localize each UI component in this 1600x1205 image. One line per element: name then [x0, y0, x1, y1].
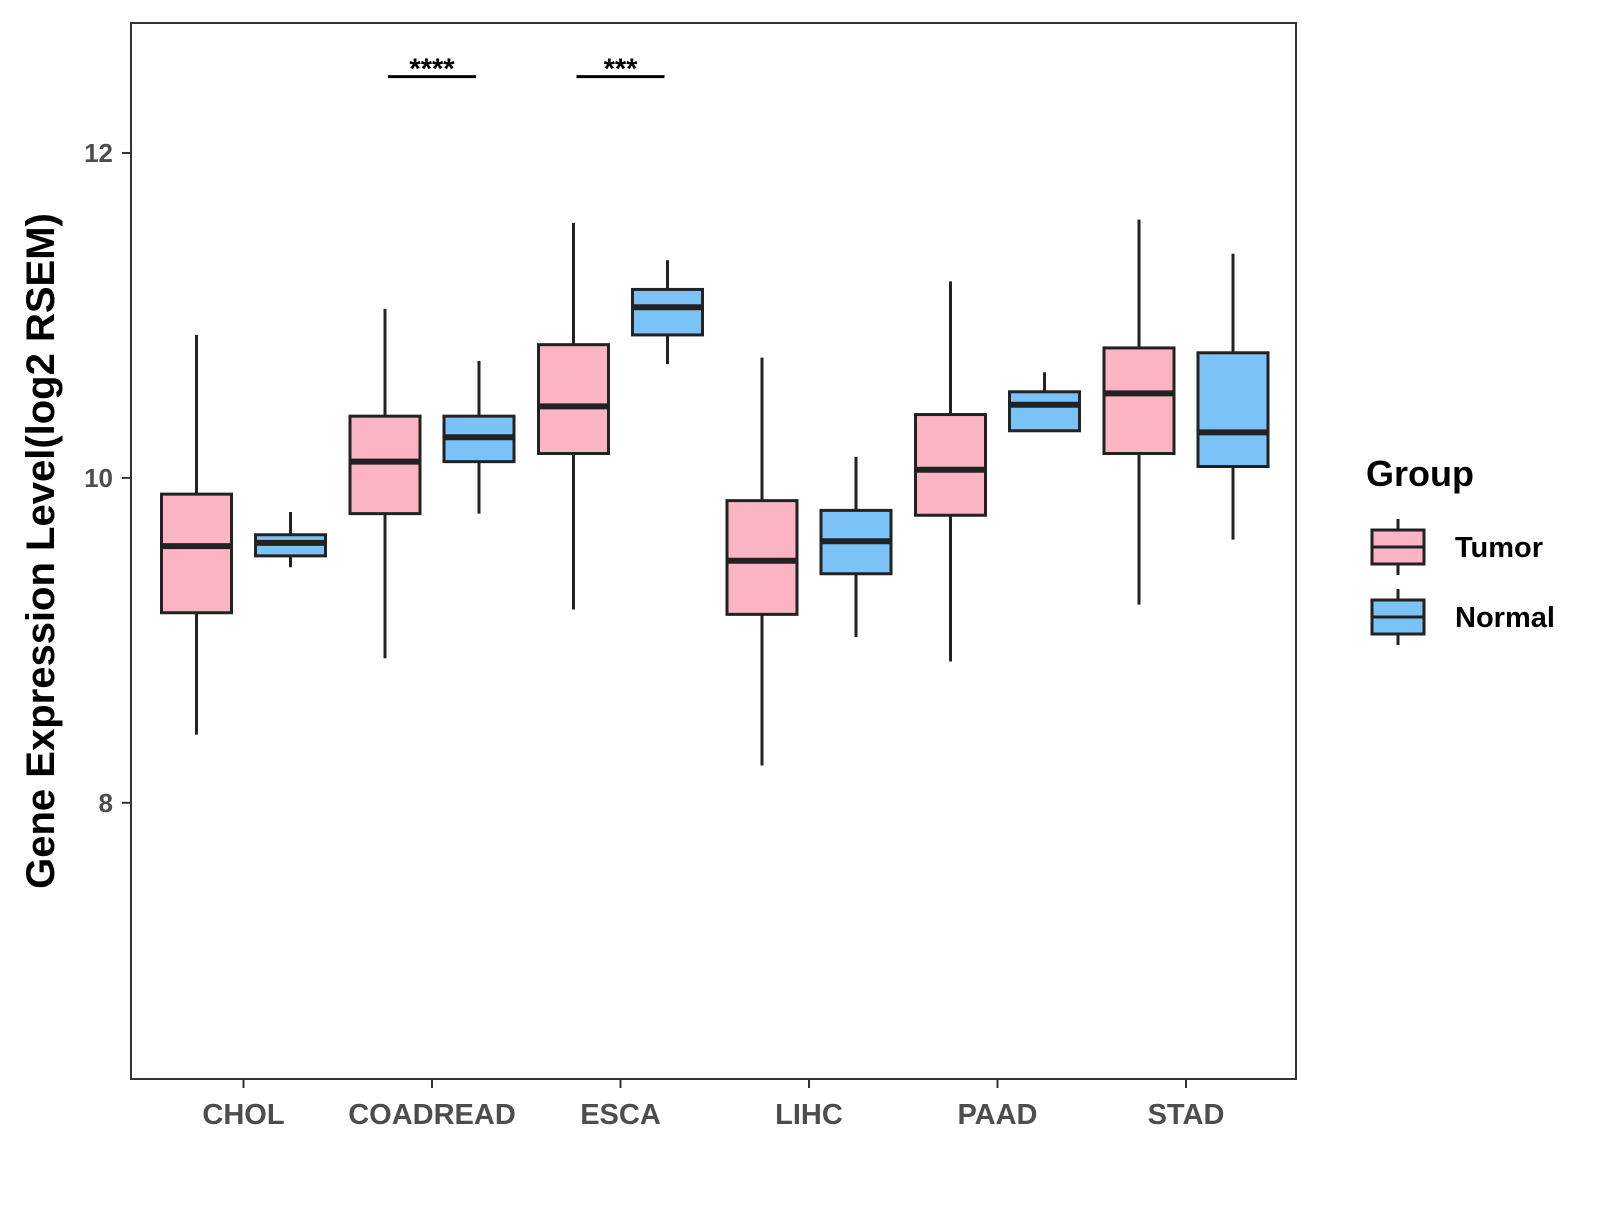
- iqr-box: [348, 414, 422, 516]
- legend-label-tumor: Tumor: [1455, 532, 1543, 564]
- y-tick-label: 12: [84, 138, 113, 168]
- significance-label-esca: ***: [604, 54, 639, 86]
- iqr-box: [1196, 351, 1270, 469]
- x-tick-label-esca: ESCA: [580, 1099, 661, 1131]
- iqr-box: [537, 343, 610, 456]
- box-normal-stad: [1196, 253, 1270, 540]
- x-tick-label-chol: CHOL: [202, 1099, 284, 1131]
- box-normal-chol: [254, 512, 327, 568]
- box-tumor-paad: [914, 281, 987, 662]
- x-tick-label-lihc: LIHC: [775, 1099, 843, 1131]
- x-tick-label-coadread: COADREAD: [348, 1099, 516, 1131]
- y-axis: 8 10 12: [84, 138, 131, 818]
- box-tumor-lihc: [725, 357, 799, 766]
- legend-label-normal: Normal: [1455, 602, 1555, 634]
- significance-layer: **** ***: [388, 54, 665, 86]
- iqr-box: [1008, 390, 1081, 433]
- legend-key-normal: [1370, 589, 1426, 645]
- box-tumor-stad: [1102, 219, 1176, 605]
- box-tumor-coadread: [348, 308, 422, 659]
- boxes-layer: [160, 219, 1270, 766]
- legend: Group Tumor Normal: [1366, 453, 1555, 645]
- box-tumor-esca: [537, 222, 610, 610]
- box-normal-coadread: [442, 360, 516, 514]
- y-axis-title: Gene Expression Level(log2 RSEM): [19, 213, 63, 889]
- legend-key-tumor: [1370, 519, 1426, 575]
- iqr-box: [631, 287, 704, 337]
- box-normal-lihc: [819, 456, 893, 638]
- y-tick-label: 10: [84, 463, 113, 493]
- box-normal-esca: [631, 260, 704, 365]
- x-axis: CHOL COADREAD ESCA LIHC PAAD STAD: [202, 1079, 1224, 1131]
- legend-title: Group: [1366, 453, 1474, 494]
- box-tumor-chol: [160, 334, 233, 735]
- y-tick-label: 8: [99, 788, 113, 818]
- iqr-box: [725, 499, 799, 616]
- x-tick-label-paad: PAAD: [957, 1099, 1037, 1131]
- legend-keys: [1370, 519, 1426, 645]
- iqr-box: [914, 413, 987, 517]
- box-normal-paad: [1008, 372, 1081, 433]
- iqr-box: [160, 492, 233, 615]
- x-tick-label-stad: STAD: [1148, 1099, 1225, 1131]
- significance-label-coadread: ****: [409, 54, 455, 86]
- iqr-box: [1102, 346, 1176, 456]
